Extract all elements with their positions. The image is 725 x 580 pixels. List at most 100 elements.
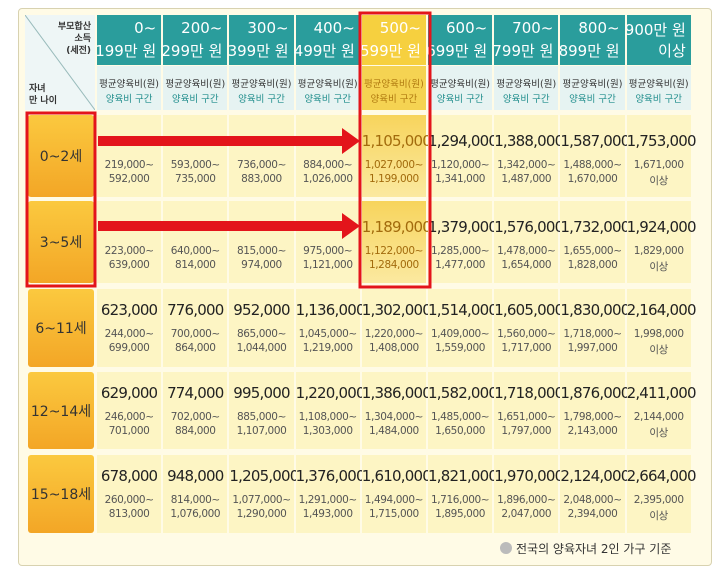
data-cell: 1,105,000 1,027,000~ 1,199,000 [361,115,432,197]
cost-range: 이상 [649,510,668,522]
data-cell: 1,294,000 1,120,000~ 1,341,000 [428,115,498,197]
cost-range: 1,997,000 [567,342,618,354]
data-cell: 952,000 865,000~ 1,044,000 [229,289,294,367]
data-cell: 995,000 885,000~ 1,107,000 [229,372,294,449]
age-cell: 12~14세 [28,372,94,449]
age-cell: 3~5세 [28,201,94,283]
cost-range: 814,000 [174,259,216,271]
age-label: 6~11세 [35,321,87,337]
average-cost: 1,830,000 [560,301,630,319]
sub-label: 양육비 구간 [436,94,484,105]
column-subheader: 평균양육비(원) 양육비 구간 [97,66,162,110]
average-cost: 2,411,000 [626,384,697,402]
cost-range: 1,717,000 [501,342,552,354]
cost-range: 1,303,000 [302,425,353,437]
cost-range: 2,394,000 [567,508,618,520]
average-cost: 1,302,000 [361,301,432,319]
average-cost: 678,000 [100,467,158,485]
data-cell: 1,610,000 1,494,000~ 1,715,000 [361,455,432,533]
average-cost: 1,876,000 [560,384,630,402]
average-cost: 1,582,000 [428,384,498,402]
cost-range: 1,107,000 [236,425,287,437]
cost-range: 1,045,000~ [298,328,358,340]
cost-range: 이상 [649,261,668,273]
data-cell: 1,302,000 1,220,000~ 1,408,000 [361,289,432,367]
data-cell: 1,576,000 1,478,000~ 1,654,000 [494,201,564,283]
cost-range: 1,487,000 [501,173,552,185]
income-label: 899만 원 [558,42,620,60]
cost-range: 1,671,000 [633,159,684,171]
income-label: 400~ [313,19,355,37]
income-label: 500~ [379,19,421,37]
data-cell: 1,386,000 1,304,000~ 1,484,000 [361,372,432,449]
cost-range: 1,290,000 [236,508,287,520]
cost-range: 이상 [649,175,668,187]
average-cost: 1,105,000 [361,132,432,150]
cost-range: 735,000 [174,173,216,185]
age-cell: 6~11세 [28,289,94,367]
income-label: 799만 원 [492,42,554,60]
cost-range: 1,408,000 [368,342,419,354]
sub-label: 양육비 구간 [238,94,285,105]
data-cell: 1,587,000 1,488,000~ 1,670,000 [560,115,630,197]
column-subheader: 평균양육비(원) 양육비 구간 [626,66,691,110]
data-cell: 1,821,000 1,716,000~ 1,895,000 [428,455,498,533]
average-cost: 995,000 [233,384,290,402]
average-cost: 1,514,000 [428,301,498,319]
corner-income-label: 소득 [74,34,91,44]
sub-label: 평균양육비(원) [363,79,424,90]
average-cost: 1,970,000 [494,467,564,485]
column-subheader: 평균양육비(원) 양육비 구간 [494,66,559,110]
age-label: 0~2세 [39,149,83,165]
average-cost: 1,610,000 [361,467,432,485]
cost-range: 2,395,000 [633,494,684,506]
income-label: 300~ [247,19,289,37]
data-cell: 1,514,000 1,409,000~ 1,559,000 [428,289,498,367]
income-label: 800~ [578,19,620,37]
average-cost: 1,587,000 [560,132,630,150]
income-label: 700~ [512,19,554,37]
cost-range: 700,000~ [170,328,220,340]
income-label: 200~ [181,19,223,37]
cost-range: 1,122,000~ [364,245,424,257]
cost-range: 2,048,000~ [563,494,622,506]
data-cell: 1,582,000 1,485,000~ 1,650,000 [428,372,498,449]
cost-range: 1,026,000 [302,173,353,185]
cost-range: 1,341,000 [435,173,486,185]
age-cell: 15~18세 [28,455,94,533]
data-cell: 1,753,000 1,671,000 이상 [626,115,697,197]
column-header: 600~ 699만 원 [426,15,493,65]
cost-range: 1,342,000~ [497,159,556,171]
data-cell: 1,830,000 1,718,000~ 1,997,000 [560,289,630,367]
cost-range: 246,000~ [104,411,154,423]
sub-label: 평균양육비(원) [628,79,689,90]
sub-label: 평균양육비(원) [165,79,226,90]
data-cell: 1,376,000 1,291,000~ 1,493,000 [295,455,366,533]
column-subheader: 평균양육비(원) 양육비 구간 [295,66,360,110]
cost-range: 975,000~ [303,245,353,257]
data-cell: 2,411,000 2,144,000 이상 [626,372,697,449]
cost-range: 701,000 [108,425,150,437]
data-cell: 1,388,000 1,342,000~ 1,487,000 [494,115,564,197]
income-label: 이상 [658,42,686,60]
average-cost: 1,924,000 [626,218,697,236]
sub-label: 평균양육비(원) [231,79,292,90]
cost-range: 1,798,000~ [563,411,622,423]
sub-label: 평균양육비(원) [297,79,358,90]
footnote: 전국의 양육자녀 2인 가구 기준 [516,542,672,556]
cost-range: 1,121,000 [302,259,353,271]
cost-range: 702,000~ [170,411,220,423]
data-cell: 2,164,000 1,998,000 이상 [626,289,697,367]
cost-range: 1,120,000~ [430,159,490,171]
corner-age-label: 자녀 [29,84,46,94]
column-header: 800~ 899만 원 [558,15,625,65]
cost-range: 1,077,000~ [232,494,291,506]
column-header: 200~ 299만 원 [161,15,228,65]
cost-range: 1,829,000 [633,245,684,257]
average-cost: 776,000 [167,301,224,319]
cost-range: 699,000 [108,342,150,354]
cost-range: 1,477,000 [435,259,486,271]
income-label: 399만 원 [227,42,289,60]
cost-range: 640,000~ [170,245,220,257]
data-cell: 2,124,000 2,048,000~ 2,394,000 [560,455,630,533]
